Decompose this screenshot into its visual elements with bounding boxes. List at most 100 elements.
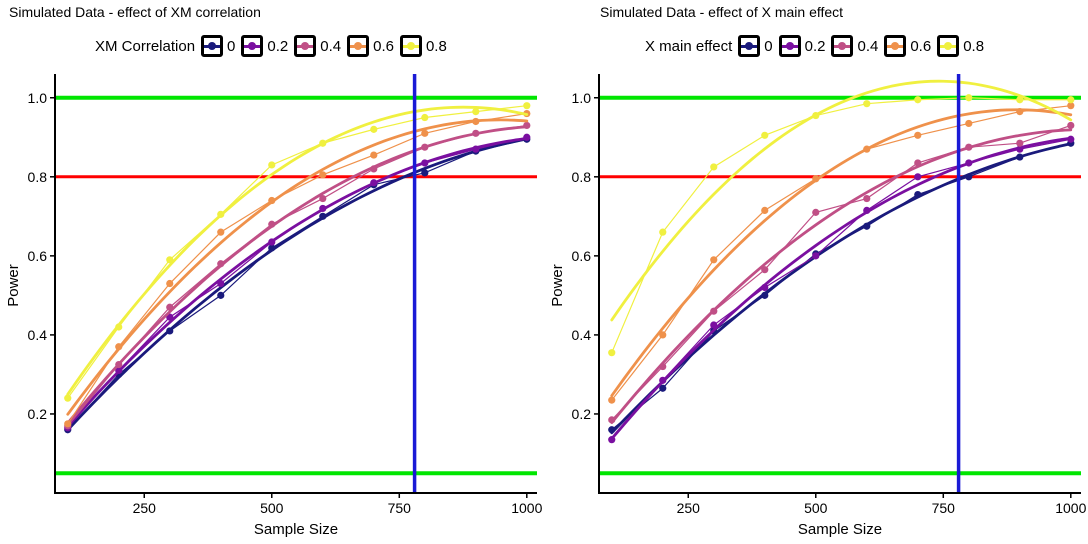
legend-item-0: 0 [201, 35, 235, 57]
legend-item-0-4: 0.4 [294, 35, 341, 57]
data-point-0.8 [608, 349, 616, 357]
legend-label: 0.8 [963, 37, 985, 55]
legend-item-0-8: 0.8 [399, 35, 447, 57]
legend-key-swatch [884, 35, 907, 57]
legend-label: 0.6 [373, 37, 394, 55]
y-tick-label: 1.0 [572, 90, 592, 106]
data-point-0.8 [710, 163, 718, 171]
x-axis-title: Sample Size [798, 521, 882, 538]
data-point-0.6 [608, 396, 616, 404]
data-point-0.4 [319, 194, 327, 203]
y-tick-label: 0.6 [28, 248, 48, 264]
legend-key-swatch [831, 35, 854, 57]
legend-label: 0 [764, 37, 773, 55]
data-point-0.8 [863, 100, 871, 108]
data-point-0 [421, 169, 429, 177]
legend-key-swatch [294, 35, 317, 57]
legend-key-swatch [738, 35, 761, 57]
data-point-0.6 [761, 206, 769, 215]
legend-item-0-6: 0.6 [884, 35, 931, 57]
legend-key-swatch [399, 35, 422, 57]
legend-item-0-2: 0.2 [778, 35, 826, 57]
chart-title: Simulated Data - effect of X main effect [600, 4, 844, 20]
data-point-0.8 [914, 96, 922, 104]
data-point-0.6 [914, 131, 922, 139]
chart-panel-xm-correlation: Simulated Data - effect of XM correlatio… [5, 4, 543, 538]
x-tick-label: 750 [932, 500, 956, 516]
data-point-0.8 [965, 94, 973, 102]
y-tick-label: 0.8 [572, 169, 592, 185]
legend-label: 0.8 [425, 37, 447, 55]
data-point-0.8 [268, 161, 276, 169]
x-tick-label: 500 [804, 500, 828, 516]
series-fit-0.8 [66, 105, 529, 396]
data-point-0.6 [1067, 102, 1075, 110]
legend-label: 0.2 [267, 37, 289, 55]
series-fit-0.8 [610, 79, 1073, 322]
legend-title: X main effect [645, 37, 733, 55]
data-point-0.8 [472, 107, 480, 116]
data-point-0 [217, 291, 225, 299]
chart-panel-x-main-effect: Simulated Data - effect of X main effect… [544, 0, 1088, 544]
x-tick-label: 1000 [1055, 500, 1086, 516]
data-point-0.8 [370, 125, 378, 133]
data-point-0.6 [659, 331, 667, 339]
legend-label: 0 [227, 37, 236, 55]
data-point-0.2 [914, 173, 922, 181]
series-fit-0.6 [66, 118, 529, 416]
data-point-0.6 [319, 171, 327, 179]
data-point-0.8 [1067, 96, 1075, 104]
series-line-0.6 [611, 105, 1071, 401]
data-point-0.8 [659, 228, 667, 236]
legend-item-0-8: 0.8 [937, 35, 984, 57]
series-fit-0.6 [610, 108, 1073, 398]
x-tick-label: 750 [388, 500, 412, 516]
data-point-0 [659, 384, 667, 392]
legend-item-0-4: 0.4 [831, 35, 878, 57]
data-point-0.8 [64, 394, 72, 402]
x-tick-label: 500 [260, 500, 284, 516]
legend-item-0: 0 [738, 35, 773, 57]
legend: XM Correlation 0 0.2 0.4 0.6 0.8 [95, 33, 453, 59]
y-axis-title: Power [5, 264, 22, 307]
legend-key-swatch [778, 35, 801, 57]
legend-key-swatch [937, 35, 960, 57]
series-fit-0.4 [66, 125, 529, 425]
legend: X main effect 0 0.2 0.4 0.6 0.8 [645, 33, 990, 59]
plot-area: 0.2 0.4 0.6 0.8 1.0 250 500 750 1000 Sample Size P… [5, 74, 543, 538]
legend-item-0-2: 0.2 [241, 35, 288, 57]
legend-item-0-6: 0.6 [347, 35, 394, 57]
y-tick-label: 0.2 [28, 406, 48, 422]
legend-label: 0.6 [910, 37, 932, 55]
data-point-0.8 [761, 131, 769, 139]
data-point-0.4 [1067, 121, 1075, 130]
plot-area: 0.2 0.4 0.6 0.8 1.0 250 500 750 1000 Sample Size P… [549, 74, 1087, 538]
legend-label: 0.4 [320, 37, 342, 55]
series-fit-0.2 [66, 137, 529, 428]
x-axis-title: Sample Size [254, 521, 338, 538]
y-axis-title: Power [549, 264, 566, 307]
data-point-0.4 [761, 266, 769, 274]
data-point-0.6 [166, 279, 174, 288]
legend-title: XM Correlation [95, 37, 196, 55]
y-tick-label: 0.4 [572, 327, 592, 343]
x-tick-label: 1000 [511, 500, 542, 516]
data-point-0.8 [421, 113, 429, 122]
series-line-0.4 [67, 124, 527, 427]
series-line-0 [67, 138, 527, 431]
y-tick-label: 0.4 [28, 327, 48, 343]
data-point-0.4 [1016, 139, 1024, 147]
series-fit-0 [610, 142, 1073, 435]
data-point-0.8 [1016, 96, 1024, 104]
legend-label: 0.2 [804, 37, 826, 55]
data-point-0.2 [812, 252, 820, 260]
data-point-0.4 [812, 208, 820, 216]
series-line-0.2 [67, 136, 527, 429]
data-point-0.4 [863, 194, 871, 203]
y-tick-label: 0.6 [572, 248, 592, 264]
legend-label: 0.4 [857, 37, 879, 55]
data-point-0.6 [64, 420, 72, 428]
legend-key-swatch [347, 35, 370, 57]
y-tick-label: 0.8 [28, 169, 48, 185]
series-line-0 [611, 142, 1071, 431]
